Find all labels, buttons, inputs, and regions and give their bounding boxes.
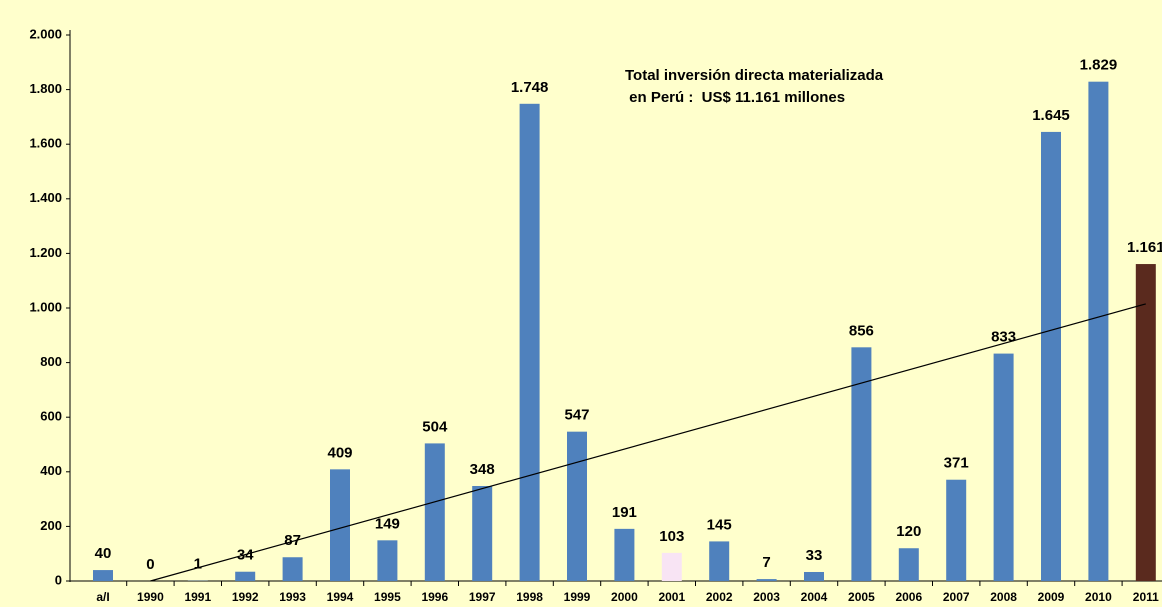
bar bbox=[93, 570, 113, 581]
value-label: 7 bbox=[762, 554, 770, 571]
x-tick-label: 2004 bbox=[801, 590, 828, 604]
value-label: 371 bbox=[944, 455, 969, 472]
bar bbox=[377, 540, 398, 581]
bar bbox=[330, 469, 350, 581]
bar bbox=[1135, 264, 1156, 581]
value-label: 856 bbox=[849, 322, 874, 339]
value-label: 348 bbox=[470, 461, 495, 478]
value-label: 34 bbox=[237, 547, 254, 564]
value-label: 103 bbox=[659, 528, 684, 545]
y-tick-label: 1.800 bbox=[29, 81, 62, 96]
y-tick-label: 1.400 bbox=[29, 190, 62, 205]
x-tick-label: 2000 bbox=[611, 590, 638, 604]
value-label: 149 bbox=[375, 515, 400, 532]
value-label: 191 bbox=[612, 504, 637, 521]
trend-line bbox=[150, 303, 1146, 582]
x-tick-label: 2007 bbox=[943, 590, 970, 604]
x-tick-label: 1999 bbox=[564, 590, 591, 604]
x-tick-label: 1990 bbox=[137, 590, 164, 604]
bar bbox=[519, 103, 540, 582]
x-tick-label: 1991 bbox=[184, 590, 211, 604]
x-tick-label: 2005 bbox=[848, 590, 875, 604]
value-label: 40 bbox=[95, 545, 112, 562]
bar bbox=[898, 548, 919, 581]
value-label: 1.748 bbox=[511, 79, 549, 96]
value-label: 0 bbox=[146, 556, 154, 573]
value-label: 87 bbox=[284, 532, 301, 549]
x-tick-label: 1998 bbox=[516, 590, 543, 604]
bar bbox=[756, 579, 777, 581]
bar bbox=[282, 557, 303, 581]
value-label: 409 bbox=[327, 444, 352, 461]
x-tick-label: 2008 bbox=[990, 590, 1017, 604]
y-tick-label: 600 bbox=[40, 409, 62, 424]
annotation: Total inversión directa materializada bbox=[625, 67, 884, 84]
value-label: 120 bbox=[896, 523, 921, 540]
x-tick-label: 1995 bbox=[374, 590, 401, 604]
value-label: 33 bbox=[806, 547, 823, 564]
y-tick-label: 1.000 bbox=[29, 299, 62, 314]
bar bbox=[946, 479, 967, 581]
x-tick-label: 2001 bbox=[658, 590, 685, 604]
value-label: 547 bbox=[564, 407, 589, 424]
value-label: 1.645 bbox=[1032, 107, 1070, 124]
bar bbox=[567, 431, 587, 581]
x-tick-label: 2009 bbox=[1038, 590, 1065, 604]
x-tick-label: 2011 bbox=[1133, 590, 1159, 604]
x-tick-label: 1996 bbox=[421, 590, 448, 604]
bar bbox=[1041, 131, 1061, 582]
x-tick-label: 1993 bbox=[279, 590, 306, 604]
x-tick-label: 1997 bbox=[469, 590, 496, 604]
value-label: 145 bbox=[707, 516, 732, 533]
x-tick-label: 2010 bbox=[1085, 590, 1112, 604]
x-tick-label: 2003 bbox=[753, 590, 780, 604]
x-tick-label: 2006 bbox=[895, 590, 922, 604]
bar bbox=[472, 485, 493, 581]
value-label: 1.829 bbox=[1080, 57, 1118, 74]
y-tick-label: 400 bbox=[40, 463, 62, 478]
bar bbox=[709, 541, 730, 581]
y-tick-label: 1.600 bbox=[29, 136, 62, 151]
bar bbox=[804, 571, 824, 581]
y-tick-label: 2.000 bbox=[29, 26, 62, 41]
y-tick-label: 800 bbox=[40, 354, 62, 369]
bar bbox=[851, 347, 872, 581]
y-tick-label: 1.200 bbox=[29, 245, 62, 260]
y-tick-label: 0 bbox=[55, 572, 62, 587]
bar bbox=[661, 552, 682, 581]
x-tick-label: 2002 bbox=[706, 590, 733, 604]
bar bbox=[614, 528, 635, 581]
bar bbox=[235, 571, 256, 581]
value-label: 1.161 bbox=[1127, 239, 1162, 256]
value-label: 1 bbox=[194, 556, 202, 573]
bar bbox=[993, 353, 1014, 581]
x-tick-label: a/I bbox=[96, 590, 109, 604]
value-label: 504 bbox=[422, 418, 448, 435]
annotation: en Perú : US$ 11.161 millones bbox=[625, 89, 845, 106]
x-tick-label: 1994 bbox=[327, 590, 354, 604]
bar bbox=[1088, 81, 1109, 582]
bar bbox=[424, 443, 445, 581]
y-tick-label: 200 bbox=[40, 518, 62, 533]
x-tick-label: 1992 bbox=[232, 590, 259, 604]
